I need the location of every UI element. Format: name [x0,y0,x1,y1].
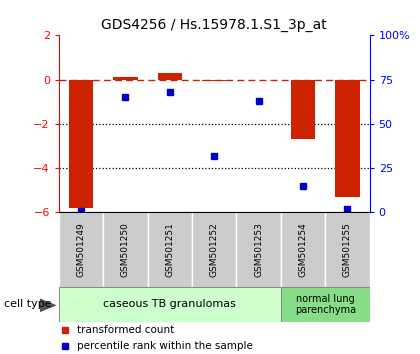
Polygon shape [40,298,57,312]
Text: caseous TB granulomas: caseous TB granulomas [103,299,236,309]
Text: GSM501249: GSM501249 [76,222,86,277]
Text: GSM501254: GSM501254 [299,222,307,277]
Text: transformed count: transformed count [77,325,175,335]
Bar [103,212,147,287]
Text: cell type: cell type [4,299,52,309]
Bar [147,212,192,287]
Bar [202,80,226,81]
Bar [192,212,236,287]
Text: GSM501253: GSM501253 [254,222,263,277]
Bar [291,80,315,139]
Text: GSM501250: GSM501250 [121,222,130,277]
Bar [158,73,182,80]
Title: GDS4256 / Hs.15978.1.S1_3p_at: GDS4256 / Hs.15978.1.S1_3p_at [101,18,327,32]
Bar [113,78,138,80]
Bar [69,80,93,208]
Text: GSM501251: GSM501251 [165,222,174,277]
Bar [335,80,360,197]
Bar [236,212,281,287]
Text: percentile rank within the sample: percentile rank within the sample [77,341,253,351]
Text: normal lung
parenchyma: normal lung parenchyma [295,293,356,315]
Text: GSM501255: GSM501255 [343,222,352,277]
Bar [59,287,281,322]
Bar [281,287,370,322]
Bar [325,212,370,287]
Bar [281,212,325,287]
Text: GSM501252: GSM501252 [210,222,219,277]
Bar [59,212,103,287]
